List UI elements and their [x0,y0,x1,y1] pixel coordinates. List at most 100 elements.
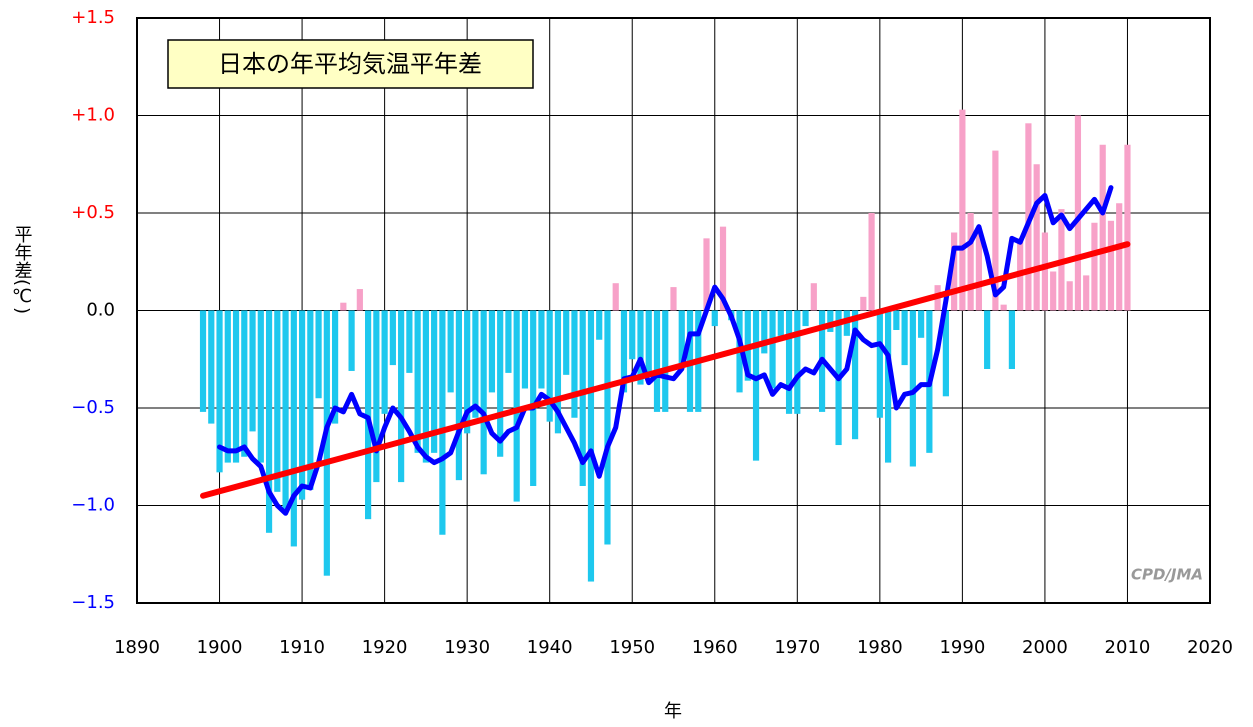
line [200,241,1131,499]
y-axis-label: 平年差(℃) [12,225,33,314]
bar [851,310,859,440]
bar [992,150,999,311]
bar [365,310,372,520]
bar [323,310,330,576]
bar [951,232,958,311]
x-tick-label: 1990 [939,637,985,658]
bar [1107,220,1115,311]
bar [1000,304,1007,311]
bar [241,310,248,457]
bar [1033,164,1040,311]
bar [629,310,636,360]
bar [331,310,339,424]
bar [274,310,281,492]
bar [455,310,462,481]
bar [389,310,396,366]
bar [257,310,264,463]
x-tick-label: 1890 [114,637,160,658]
bar [1083,275,1090,311]
x-tick-label: 1950 [609,637,655,658]
annotation: 日本の年平均気温平年差 [218,50,482,78]
watermark: CPD/JMA [1131,566,1203,584]
bar [1116,203,1123,311]
bar [1050,271,1057,311]
bar [645,310,652,375]
x-axis-label: 年 [664,701,682,722]
bar [497,310,504,457]
bar [777,310,784,336]
bar [282,310,289,510]
bar [711,310,718,327]
x-tick-label: 1900 [197,637,243,658]
bar [1066,281,1073,311]
bar [381,310,388,414]
y-tick-label: −0.5 [71,397,115,418]
x-tick-label: 1930 [444,637,490,658]
y-tick-label: −1.5 [71,592,115,613]
bar [901,310,908,366]
bar [761,310,768,354]
x-tick-label: 2000 [1022,637,1068,658]
bar [967,213,974,311]
x-tick-label: 1960 [692,637,738,658]
x-tick-label: 1980 [857,637,903,658]
bar [348,310,355,371]
bar [653,310,661,412]
bar [414,310,421,453]
bar [563,310,570,375]
bar [942,310,949,397]
x-tick-label: 1940 [527,637,573,658]
bar [505,310,512,373]
bar [637,310,644,385]
bar [794,310,801,414]
bar [670,287,677,311]
annotation-box [167,39,534,89]
bar [719,226,727,311]
bar [488,310,496,393]
bar [571,310,578,418]
bar [315,310,322,399]
bar [579,310,586,486]
bar [208,310,215,424]
bar [769,310,776,389]
y-tick-label: +0.5 [71,202,115,223]
bar [810,283,817,311]
bar [480,310,487,475]
bar [373,310,380,483]
line [217,185,1114,516]
bar [298,310,306,500]
bar [802,310,809,327]
bar [959,109,966,311]
bar [1091,222,1098,311]
bar [439,310,446,535]
bar [249,310,256,432]
x-tick-label: 1970 [774,637,820,658]
bar [975,232,982,311]
bar [340,302,347,311]
bar [612,283,619,311]
bar [1041,232,1049,311]
bar [885,310,892,463]
bar [587,310,595,582]
bar [472,310,479,418]
bar [785,310,793,414]
bar [876,310,883,418]
bar [827,310,834,332]
bar [422,310,429,463]
bar [431,310,438,453]
bar [918,310,925,338]
bar [513,310,520,502]
x-tick-label: 2020 [1187,637,1233,658]
bar [265,310,273,533]
y-tick-label: 0.0 [86,300,115,321]
bar [860,296,867,311]
bar [604,310,611,545]
bar [752,310,760,461]
x-tick-label: 2010 [1105,637,1151,658]
bar [307,310,314,490]
bar [554,310,562,434]
bar [398,310,405,483]
bar [596,310,603,340]
